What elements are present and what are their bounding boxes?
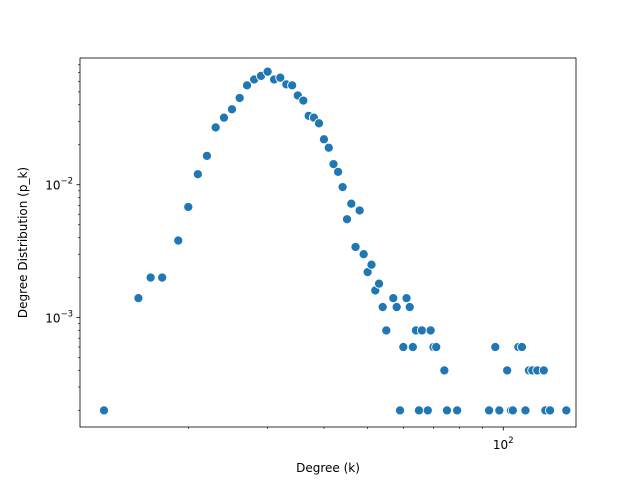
- data-point-66: [520, 405, 531, 416]
- data-point-24: [313, 118, 325, 129]
- data-point-47: [407, 341, 418, 353]
- data-point-11: [234, 92, 245, 104]
- data-point-9: [218, 112, 230, 123]
- data-point-49: [413, 405, 425, 416]
- data-point-26: [323, 142, 334, 153]
- data-point-0: [98, 405, 110, 416]
- data-point-61: [502, 365, 513, 376]
- data-point-19: [287, 80, 298, 91]
- data-point-7: [201, 150, 212, 161]
- data-point-2: [145, 272, 156, 283]
- data-point-60: [494, 405, 505, 416]
- data-point-6: [192, 169, 203, 180]
- data-point-46: [404, 301, 415, 313]
- data-point-56: [441, 405, 453, 416]
- data-point-55: [439, 365, 450, 376]
- data-point-65: [516, 341, 527, 353]
- data-point-42: [391, 301, 402, 313]
- data-point-3: [157, 272, 168, 283]
- data-point-40: [381, 325, 392, 336]
- data-point-30: [341, 214, 353, 225]
- data-point-70: [538, 365, 549, 376]
- data-point-12: [241, 80, 253, 91]
- plot-area-frame: [79, 57, 577, 428]
- x-axis-label: Degree (k): [296, 461, 360, 475]
- data-point-10: [226, 104, 238, 115]
- data-point-29: [337, 182, 348, 193]
- data-point-8: [210, 122, 221, 133]
- data-point-1: [133, 293, 144, 304]
- data-point-27: [328, 159, 339, 170]
- data-point-17: [275, 72, 286, 83]
- y-axis-label: Degree Distribution (p_k): [16, 167, 30, 318]
- data-point-44: [398, 341, 409, 353]
- data-point-50: [416, 325, 428, 336]
- data-point-15: [262, 66, 273, 77]
- data-point-41: [388, 293, 399, 304]
- data-point-4: [173, 235, 184, 246]
- data-point-32: [350, 241, 361, 253]
- data-point-31: [346, 198, 357, 209]
- data-point-73: [561, 405, 572, 416]
- data-point-52: [425, 325, 436, 336]
- data-point-36: [366, 259, 377, 270]
- data-point-72: [545, 405, 556, 416]
- data-point-43: [394, 405, 406, 416]
- data-point-58: [484, 405, 495, 416]
- data-point-39: [377, 301, 388, 313]
- data-point-34: [358, 249, 369, 260]
- data-point-21: [298, 95, 309, 106]
- data-point-51: [422, 405, 433, 416]
- data-point-5: [183, 201, 194, 213]
- data-point-28: [333, 166, 344, 177]
- data-point-54: [431, 341, 442, 353]
- data-point-59: [490, 341, 501, 353]
- data-points: [98, 66, 572, 416]
- data-point-57: [452, 405, 463, 416]
- data-point-25: [318, 134, 330, 145]
- data-point-33: [354, 205, 365, 216]
- data-point-38: [373, 278, 385, 289]
- data-point-45: [401, 293, 412, 304]
- data-point-63: [507, 405, 518, 416]
